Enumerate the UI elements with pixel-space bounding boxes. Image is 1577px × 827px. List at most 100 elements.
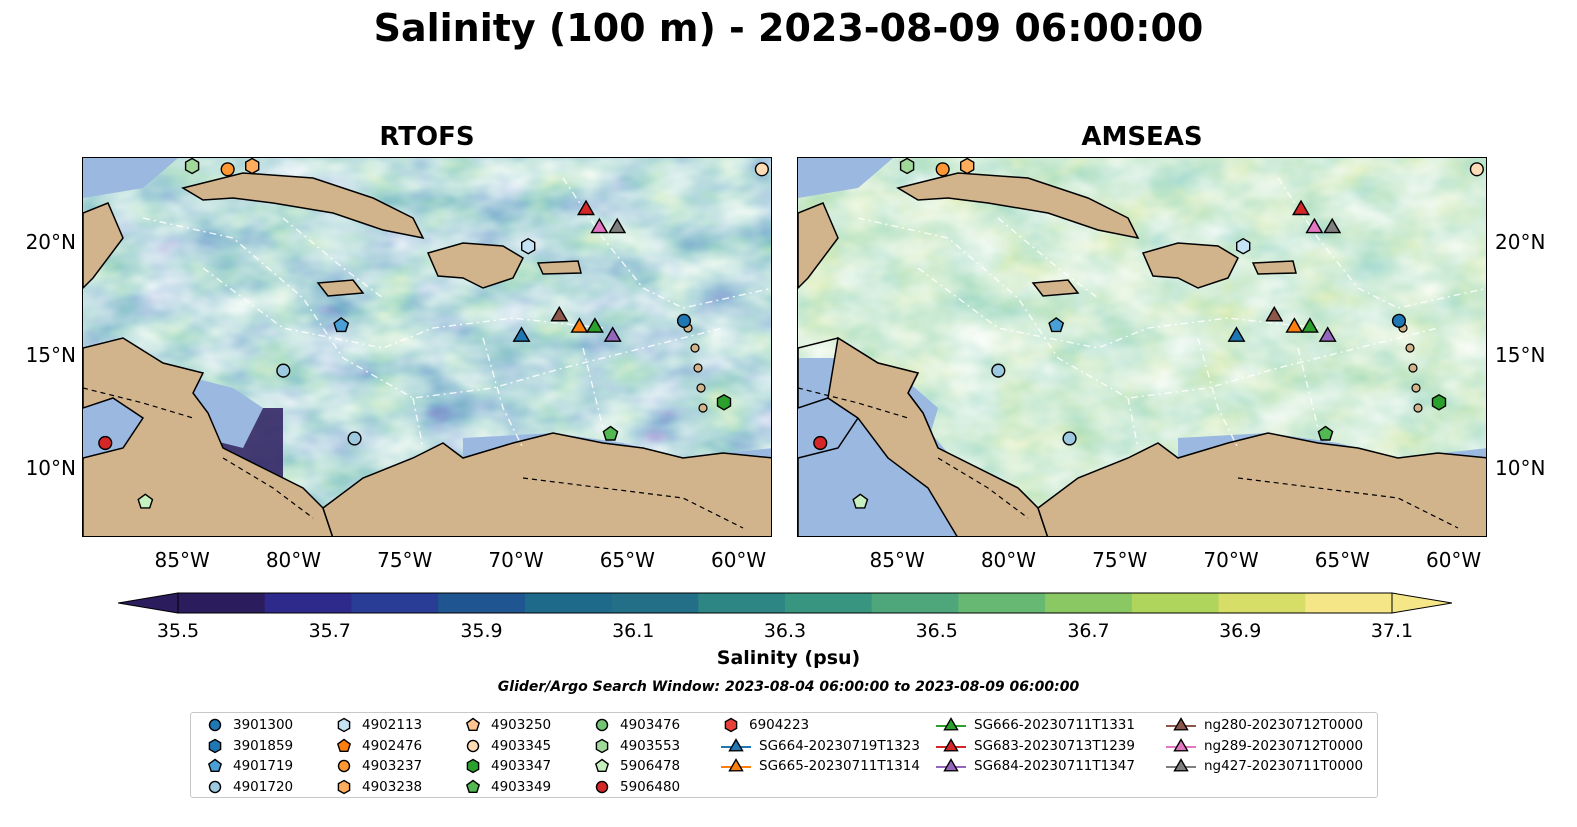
colorbar-tick-label: 36.1 <box>612 620 655 642</box>
obs-marker-sg664 <box>512 326 531 342</box>
legend-marker <box>595 738 609 753</box>
obs-marker-ng289 <box>590 217 609 234</box>
legend-label: 4903476 <box>620 717 681 733</box>
y-tick-label-left: 15°N <box>25 343 76 368</box>
circle-icon <box>466 739 480 752</box>
legend-label: 4901720 <box>233 778 294 795</box>
hexagon-icon <box>337 779 351 794</box>
obs-marker-ng427 <box>1323 217 1342 234</box>
legend-label: ng427-20230711T0000 <box>1204 758 1364 774</box>
legend-item: SG684-20230711T1347 <box>936 756 1135 776</box>
panel-title-amseas: AMSEAS <box>1081 122 1203 152</box>
panel-title-rtofs: RTOFS <box>379 122 475 152</box>
obs-marker-4903349 <box>1317 425 1334 441</box>
triangle-icon <box>936 717 966 731</box>
colorbar-tick-label: 36.7 <box>1067 620 1110 642</box>
x-tick-label: 85°W <box>154 548 210 572</box>
legend-label: SG666-20230711T1331 <box>974 717 1135 733</box>
obs-marker-sg683 <box>576 199 596 216</box>
circle-icon <box>208 780 222 793</box>
triangle-icon <box>1166 737 1196 752</box>
pentagon-icon <box>465 717 481 732</box>
search-window-text: Glider/Argo Search Window: 2023-08-04 06… <box>497 679 1080 695</box>
legend-marker <box>208 718 222 732</box>
obs-marker-5906480 <box>813 435 828 451</box>
colorbar-segment <box>1045 593 1133 613</box>
x-tick-label: 80°W <box>265 548 322 572</box>
x-tick-label: 80°W <box>980 548 1037 572</box>
legend-marker <box>724 717 738 733</box>
island-arc <box>683 323 708 413</box>
legend-marker <box>728 758 744 772</box>
obs-marker-ng289 <box>1305 217 1324 234</box>
y-tick-label-right: 20°N <box>1495 229 1546 254</box>
legend-marker <box>336 738 352 752</box>
legend-item: 5906478 <box>592 756 680 776</box>
map-panel-amseas <box>797 157 1487 537</box>
obs-marker-4901720b <box>347 431 362 446</box>
colorbar-segment <box>524 593 613 613</box>
colorbar-tick-label: 37.1 <box>1370 620 1414 642</box>
legend: 3901300 3901859 4901719 4901720 4902113 49024… <box>190 712 1378 798</box>
triangle-icon <box>721 758 751 772</box>
x-tick-label: 70°W <box>1203 548 1259 572</box>
legend-item: SG666-20230711T1331 <box>936 715 1135 735</box>
colorbar-segment <box>351 593 439 613</box>
legend-label: 4902113 <box>362 717 423 733</box>
legend-marker <box>208 780 222 793</box>
legend-label: 4902476 <box>362 737 423 754</box>
obs-marker-4903347 <box>716 393 732 411</box>
legend-label: 4903250 <box>491 717 552 733</box>
obs-markers-rtofs <box>98 158 769 509</box>
obs-marker-sg665 <box>1285 317 1304 333</box>
figure-title: Salinity (100 m) - 2023-08-09 06:00:00 <box>373 6 1204 50</box>
obs-marker-4903553 <box>184 158 200 175</box>
legend-item: 4902476 <box>334 736 422 756</box>
obs-marker-sg683 <box>1291 199 1311 216</box>
legend-marker <box>466 758 480 774</box>
colorbar-segment <box>1131 593 1220 613</box>
x-tick-label: 60°W <box>1425 548 1482 572</box>
obs-marker-4901720 <box>991 363 1006 378</box>
legend-marker <box>943 717 959 731</box>
legend-label: 3901300 <box>233 717 294 733</box>
y-tick-label-left: 10°N <box>25 456 76 481</box>
legend-item: 4901720 <box>205 777 293 797</box>
legend-marker <box>1173 717 1189 731</box>
legend-label: SG684-20230711T1347 <box>974 758 1135 774</box>
obs-marker-sg684 <box>603 326 622 342</box>
legend-item: SG665-20230711T1314 <box>721 756 920 776</box>
obs-marker-sg665 <box>570 317 589 333</box>
circle-icon <box>337 759 351 773</box>
x-tick-label: 65°W <box>599 548 655 572</box>
legend-marker <box>207 758 223 773</box>
obs-marker-4901719 <box>1048 317 1065 333</box>
colorbar-segment <box>958 593 1046 613</box>
x-tick-label: 60°W <box>710 548 767 572</box>
triangle-icon <box>1166 758 1196 772</box>
colorbar-segment <box>785 593 873 613</box>
colorbar-segment <box>1218 593 1306 613</box>
legend-marker <box>728 737 744 752</box>
legend-item: SG683-20230713T1239 <box>936 736 1135 756</box>
legend-label: 6904223 <box>749 717 810 733</box>
colorbar-segment <box>611 593 699 613</box>
legend-label: SG665-20230711T1314 <box>759 758 920 774</box>
circle-icon <box>595 718 609 732</box>
obs-marker-ng280 <box>1265 305 1284 322</box>
legend-marker <box>337 717 351 733</box>
colorbar-segment <box>438 593 526 613</box>
land-masses <box>83 172 771 536</box>
legend-marker <box>465 779 481 793</box>
legend-label: 4903345 <box>491 737 552 754</box>
triangle-icon <box>721 737 751 752</box>
pentagon-icon <box>594 758 610 773</box>
circle-icon <box>595 780 609 793</box>
political-borders <box>83 387 744 529</box>
legend-item: 4902113 <box>334 715 422 735</box>
colorbar-segment <box>178 593 266 613</box>
hexagon-icon <box>466 758 480 774</box>
legend-label: 4903553 <box>620 737 681 754</box>
obs-marker-sg666 <box>585 317 604 333</box>
legend-item: ng280-20230712T0000 <box>1166 715 1363 735</box>
